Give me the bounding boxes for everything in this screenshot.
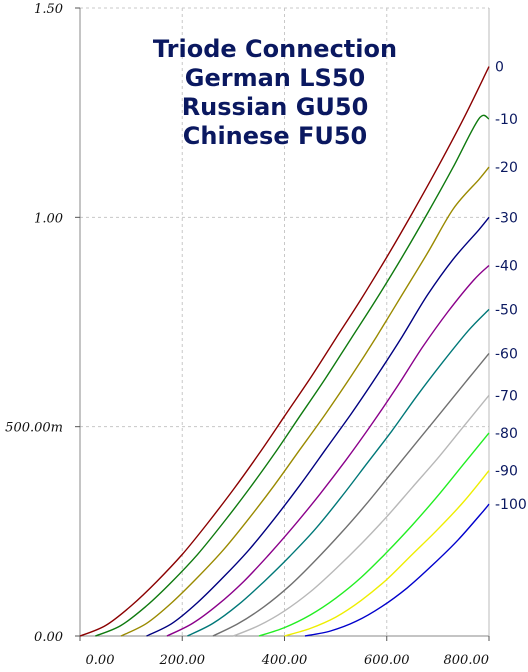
x-tick-label: 800.00 [444,653,490,668]
curve-label--30: -30 [495,210,518,226]
curve-label--40: -40 [495,258,518,274]
series-line-0 [79,66,490,637]
curve-label--20: -20 [495,160,518,176]
x-tick-label: 200.00 [159,653,206,668]
x-tick-label: 400.00 [261,653,308,668]
series-line--70 [233,394,490,637]
series-line--80 [258,432,490,637]
title-line-4: Chinese FU50 [183,122,368,150]
curve-label--100: -100 [495,497,527,513]
y-tick-label: 500.00m [5,421,63,436]
curve-label--70: -70 [495,388,518,404]
title-line-3: Russian GU50 [182,93,369,121]
series-line--60 [212,352,490,637]
y-tick-label: 1.50 [34,2,63,17]
series-line--90 [284,470,490,637]
series-line--40 [166,264,490,637]
title-line-2: German LS50 [185,64,365,92]
curve-label--80: -80 [495,426,518,442]
tick-label-layer: 0.00 200.00 400.00 600.00 800.00 0.00 500.00m 1… [5,2,489,668]
series-line--50 [187,308,490,637]
y-tick-label: 0.00 [34,630,63,645]
curve-label--10: -10 [495,112,518,128]
axis-layer [75,7,490,641]
curve-label--90: -90 [495,464,518,480]
series-line--30 [146,216,490,637]
series-line--100 [304,503,490,637]
series-layer [79,66,490,637]
curve-label--60: -60 [495,346,518,362]
series-line--20 [120,166,490,637]
curve-label--50: -50 [495,302,518,318]
series-line--10 [95,114,490,637]
title-line-1: Triode Connection [153,35,397,63]
curve-label-0: 0 [495,60,504,76]
x-tick-label: 600.00 [364,653,410,668]
y-tick-label: 1.00 [34,211,63,226]
x-tick-label: 0.00 [86,653,115,668]
curve-label-layer: 0 -10 -20 -30 -40 -50 -60 -70 -80 -90 -100 [495,60,527,514]
